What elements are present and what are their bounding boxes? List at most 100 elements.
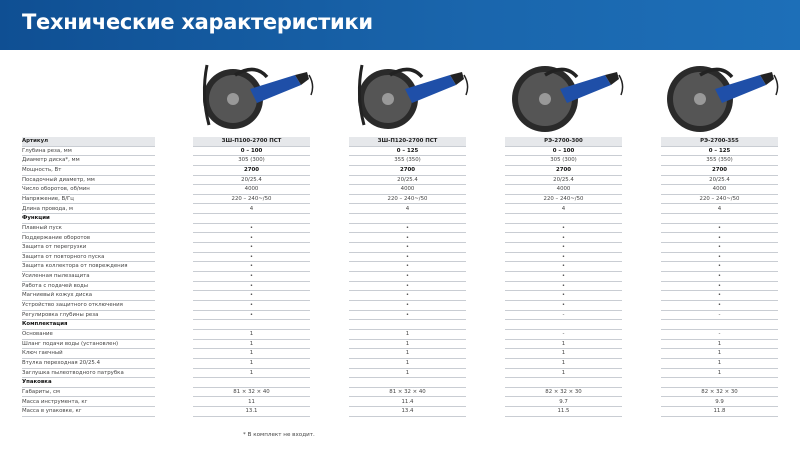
table-row: Защита от повторного пуска • • • • [0,253,800,263]
row-label: Плавный пуск [22,224,155,234]
cell-value: - [505,311,622,321]
cell-value: • [193,301,310,311]
row-label: Напряжение, В/Гц [22,195,155,205]
cell-value: 2700 [349,166,466,176]
cell-value [349,320,466,330]
table-row: Масса инструмента, кг 11 11.4 9.7 9.9 [0,398,800,408]
cell-value: 4000 [505,185,622,195]
cell-value [661,214,778,224]
model-name: ЗШ-П100-2700 ПСТ [193,137,310,147]
row-label: Шланг подачи воды (установлен) [22,340,155,350]
table-row: Защита коллектора от повреждения • • • • [0,262,800,273]
table-row: Диаметр диска*, мм 305 (300) 355 (350) 305 … [0,156,800,166]
cell-value: • [349,282,466,292]
cell-value: • [661,224,778,234]
cell-value: • [193,234,310,244]
cell-value: 4 [193,205,310,215]
row-label: Упаковка [22,378,155,388]
row-label: Защита коллектора от повреждения [22,262,155,273]
cell-value: 1 [193,340,310,350]
table-row: Работа с подачей воды • • • • [0,282,800,292]
row-label: Функции [22,214,155,224]
row-label: Устройство защитного отключения [22,301,155,311]
cell-value: • [349,301,466,311]
cell-value: 355 (350) [661,156,778,166]
row-label: Диаметр диска*, мм [22,156,155,166]
cell-value: • [661,243,778,253]
cell-value: • [661,282,778,292]
cell-value: 4000 [193,185,310,195]
table-section-row: Упаковка [0,378,800,388]
table-row: Плавный пуск • • • • [0,224,800,234]
row-label: Работа с подачей воды [22,282,155,292]
cell-value: 9.9 [661,398,778,408]
product-image-2 [350,55,470,133]
cell-value: • [349,272,466,282]
row-label: Заглушка пылеотводного патрубка [22,369,155,379]
cell-value: 20/25.4 [349,176,466,186]
row-label: Посадочный диаметр, мм [22,176,155,186]
cell-value: • [349,291,466,301]
cell-value [505,378,622,388]
row-label: Комплектация [22,320,155,330]
row-label: Артикул [22,137,155,147]
table-row: Ключ гаечный 1 1 1 1 [0,349,800,359]
cell-value: 11.8 [661,407,778,417]
cell-value: • [661,262,778,273]
table-row: Магниевый кожух диска • • • • [0,291,800,301]
cell-value: 11.4 [349,398,466,408]
table-row: Габариты, см 81 × 32 × 40 81 × 32 × 40 82 ×… [0,388,800,398]
cell-value: 1 [661,349,778,359]
table-section-row: Функции [0,214,800,224]
cell-value: • [193,262,310,273]
cell-value: 13.1 [193,407,310,417]
cell-value: 1 [505,369,622,379]
cell-value: - [661,311,778,321]
cell-value: 2700 [661,166,778,176]
cell-value: • [505,253,622,263]
cell-value: 4 [349,205,466,215]
cell-value: 1 [193,349,310,359]
cell-value: • [193,243,310,253]
product-image-3 [505,55,625,133]
cell-value: 4 [661,205,778,215]
cell-value: 1 [505,359,622,369]
cell-value: 0 – 125 [661,147,778,157]
cell-value: 4000 [661,185,778,195]
row-label: Число оборотов, об/мин [22,185,155,195]
cell-value: 305 (300) [505,156,622,166]
cell-value: 0 – 100 [193,147,310,157]
cell-value: • [505,291,622,301]
table-row: Втулка переходная 20/25.4 1 1 1 1 [0,359,800,369]
cell-value [661,378,778,388]
row-label: Втулка переходная 20/25.4 [22,359,155,369]
row-label: Магниевый кожух диска [22,291,155,301]
table-row: Глубина реза, мм 0 – 100 0 – 125 0 – 100 0 –… [0,147,800,157]
cell-value: 11 [193,398,310,408]
cell-value: • [661,301,778,311]
cell-value: 81 × 32 × 40 [349,388,466,398]
cell-value: 1 [505,349,622,359]
cell-value: 20/25.4 [193,176,310,186]
cell-value: • [505,272,622,282]
cell-value: 1 [661,359,778,369]
row-label: Мощность, Вт [22,166,155,176]
row-label: Защита от перегрузки [22,243,155,253]
table-row: Посадочный диаметр, мм 20/25.4 20/25.4 20/2… [0,176,800,186]
cell-value: 1 [349,349,466,359]
table-row: Заглушка пылеотводного патрубка 1 1 1 1 [0,369,800,379]
footnote: * В комплект не входит. [243,432,315,438]
model-name: РЭ-2700-300 [505,137,622,147]
cell-value: 220 – 240~/50 [349,195,466,205]
cell-value: • [505,243,622,253]
cell-value: • [349,311,466,321]
cell-value: • [349,243,466,253]
cell-value: • [193,311,310,321]
cell-value [349,214,466,224]
cell-value: • [505,282,622,292]
cell-value: 1 [193,330,310,340]
cell-value: - [505,330,622,340]
cell-value: • [505,301,622,311]
cell-value: 220 – 240~/50 [661,195,778,205]
cell-value: • [349,253,466,263]
